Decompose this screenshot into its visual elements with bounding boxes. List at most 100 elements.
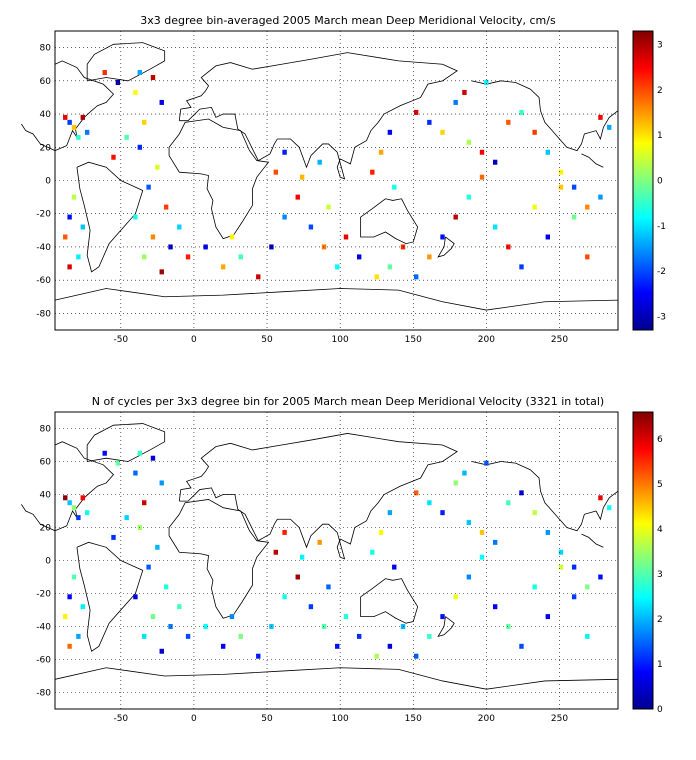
bin-cell — [392, 184, 397, 190]
bin-cell — [282, 594, 287, 600]
y-tick-label: -20 — [36, 210, 51, 220]
panel-top: 3x3 degree bin-averaged 2005 March mean … — [21, 14, 666, 345]
coastline — [168, 118, 270, 240]
bin-cell — [571, 564, 577, 570]
coastline — [54, 60, 115, 151]
bin-cell — [506, 119, 511, 125]
bin-cell — [150, 75, 156, 81]
bin-cell — [185, 633, 191, 639]
coastline — [178, 433, 458, 560]
bin-cell — [295, 574, 300, 580]
bin-cell — [321, 244, 327, 250]
bin-cell — [387, 264, 393, 270]
bin-cell — [506, 244, 511, 250]
coastline — [21, 123, 56, 151]
bin-cell — [80, 604, 85, 610]
y-tick-label: -40 — [36, 243, 51, 253]
colorbar-tick-label: 1 — [657, 660, 663, 670]
x-tick-label: 200 — [478, 335, 495, 345]
bin-cell — [76, 254, 81, 260]
bin-cell — [607, 124, 612, 130]
bin-cell — [440, 510, 445, 516]
colorbar — [632, 411, 654, 710]
bin-cell — [585, 254, 590, 260]
bin-cell — [155, 164, 160, 170]
bin-cell — [76, 134, 81, 140]
chart-title: 3x3 degree bin-averaged 2005 March mean … — [140, 14, 556, 27]
bin-cell — [124, 134, 129, 140]
bin-cell — [519, 490, 524, 496]
bin-cell — [532, 204, 537, 210]
coastline — [76, 541, 144, 652]
y-tick-label: -40 — [36, 623, 51, 633]
bin-cell — [137, 70, 143, 76]
colorbar-tick-label: -1 — [657, 222, 666, 232]
bin-cell — [67, 119, 72, 125]
bin-cell — [115, 460, 121, 466]
bin-cell — [308, 224, 314, 230]
bin-cell — [142, 500, 147, 506]
y-tick-label: -60 — [36, 276, 51, 286]
bin-cell — [308, 604, 314, 610]
bin-cell — [295, 194, 300, 200]
bin-cell — [519, 643, 524, 649]
bin-cell — [133, 470, 138, 476]
bin-cell — [185, 254, 191, 260]
bin-cell — [335, 643, 340, 649]
bin-cell — [545, 149, 551, 155]
coastline — [168, 499, 270, 619]
y-tick-label: 60 — [40, 77, 52, 87]
bin-cell — [84, 129, 90, 135]
bin-cell — [238, 633, 243, 639]
x-tick-label: 100 — [332, 714, 349, 724]
coastline — [360, 198, 419, 245]
bin-cell — [67, 643, 72, 649]
bin-cell — [80, 224, 85, 230]
bin-cell — [63, 495, 68, 501]
bin-cell — [124, 515, 129, 521]
plot-area — [54, 30, 619, 331]
bin-cell — [479, 149, 485, 155]
bin-cell — [453, 214, 458, 220]
y-tick-label: 60 — [40, 458, 52, 468]
bin-cell — [356, 633, 362, 639]
bin-cell — [427, 254, 432, 260]
bin-cell — [159, 269, 164, 275]
bin-cell — [545, 614, 551, 620]
bin-cell — [492, 224, 498, 230]
bin-cell — [177, 604, 182, 610]
colorbar-ticks: 6 5 4 3 2 1 0 — [657, 435, 663, 715]
bin-cell — [76, 633, 81, 639]
x-tick-label: 0 — [191, 714, 197, 724]
bin-cell — [492, 539, 498, 545]
bin-cell — [387, 129, 393, 135]
bin-cell — [71, 574, 77, 580]
bin-cell — [598, 194, 603, 200]
bin-cell — [387, 510, 393, 516]
coastline — [581, 533, 604, 548]
bin-cell — [598, 114, 603, 120]
bin-cell — [133, 214, 138, 220]
bin-cell — [598, 574, 603, 580]
bin-cell — [63, 114, 68, 120]
bin-cell — [414, 109, 419, 115]
bin-cell — [111, 534, 116, 540]
bin-cell — [519, 109, 524, 115]
bin-cell — [273, 169, 279, 175]
bin-cell — [558, 564, 564, 570]
bin-cell — [466, 139, 472, 145]
panel-bottom: N of cycles per 3x3 degree bin for 2005 … — [21, 395, 663, 724]
bin-cell — [282, 529, 287, 535]
bin-cell — [571, 184, 577, 190]
coastline — [471, 461, 619, 532]
bin-cell — [466, 574, 472, 580]
bin-cell — [133, 89, 138, 95]
bin-cell — [545, 529, 551, 535]
colorbar-ticks: 3 2 1 0 -1 -2 -3 — [657, 41, 666, 323]
bin-cell — [273, 549, 279, 555]
bin-cell — [150, 455, 156, 461]
y-tick-label: -60 — [36, 656, 51, 666]
bin-cell — [67, 264, 72, 270]
x-tick-label: 150 — [405, 714, 422, 724]
